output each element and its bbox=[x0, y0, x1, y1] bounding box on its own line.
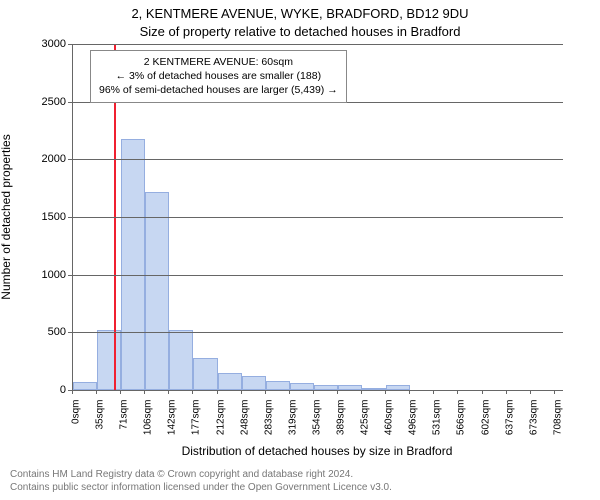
y-tick-label: 2500 bbox=[26, 96, 66, 108]
x-tick-mark bbox=[265, 390, 266, 394]
gridline bbox=[73, 159, 563, 160]
y-tick-label: 3000 bbox=[26, 38, 66, 50]
x-tick-mark bbox=[120, 390, 121, 394]
x-tick-mark bbox=[337, 390, 338, 394]
x-tick-mark bbox=[168, 390, 169, 394]
title-line-1: 2, KENTMERE AVENUE, WYKE, BRADFORD, BD12… bbox=[0, 6, 600, 21]
gridline bbox=[73, 275, 563, 276]
histogram-bar bbox=[145, 192, 169, 390]
gridline bbox=[73, 44, 563, 45]
x-tick-mark bbox=[192, 390, 193, 394]
x-tick-mark bbox=[72, 390, 73, 394]
x-tick-mark bbox=[409, 390, 410, 394]
y-tick-mark bbox=[68, 332, 72, 333]
credits: Contains HM Land Registry data © Crown c… bbox=[10, 469, 392, 494]
x-tick-mark bbox=[482, 390, 483, 394]
histogram-bar bbox=[290, 383, 314, 390]
x-tick-mark bbox=[217, 390, 218, 394]
histogram-bar bbox=[338, 385, 362, 390]
histogram-bar bbox=[386, 385, 410, 390]
y-tick-label: 0 bbox=[26, 384, 66, 396]
histogram-bar bbox=[242, 376, 266, 390]
x-tick-mark bbox=[554, 390, 555, 394]
credits-line-1: Contains HM Land Registry data © Crown c… bbox=[10, 469, 392, 482]
histogram-bar bbox=[193, 358, 217, 390]
y-tick-mark bbox=[68, 102, 72, 103]
y-tick-mark bbox=[68, 217, 72, 218]
x-tick-mark bbox=[506, 390, 507, 394]
y-tick-mark bbox=[68, 44, 72, 45]
histogram-bar bbox=[97, 330, 121, 390]
x-tick-mark bbox=[144, 390, 145, 394]
x-tick-mark bbox=[313, 390, 314, 394]
y-tick-label: 1000 bbox=[26, 269, 66, 281]
annotation-line-1: 2 KENTMERE AVENUE: 60sqm bbox=[99, 55, 338, 69]
y-axis-label: Number of detached properties bbox=[0, 134, 13, 299]
histogram-bar bbox=[169, 330, 193, 390]
annotation-line-3: 96% of semi-detached houses are larger (… bbox=[99, 83, 338, 97]
y-tick-label: 2000 bbox=[26, 153, 66, 165]
annotation-line-2: ← 3% of detached houses are smaller (188… bbox=[99, 69, 338, 83]
histogram-bar bbox=[266, 381, 290, 390]
x-tick-mark bbox=[433, 390, 434, 394]
gridline bbox=[73, 217, 563, 218]
title-line-2: Size of property relative to detached ho… bbox=[0, 24, 600, 39]
histogram-bar bbox=[218, 373, 242, 390]
x-tick-mark bbox=[385, 390, 386, 394]
histogram-bar bbox=[73, 382, 97, 390]
x-tick-mark bbox=[530, 390, 531, 394]
histogram-bar bbox=[362, 388, 386, 390]
x-tick-mark bbox=[361, 390, 362, 394]
x-axis-label: Distribution of detached houses by size … bbox=[72, 444, 562, 458]
histogram-bar bbox=[121, 139, 145, 390]
x-tick-mark bbox=[96, 390, 97, 394]
histogram-bar bbox=[314, 385, 338, 390]
x-tick-mark bbox=[457, 390, 458, 394]
annotation-box: 2 KENTMERE AVENUE: 60sqm ← 3% of detache… bbox=[90, 50, 347, 103]
credits-line-2: Contains public sector information licen… bbox=[10, 482, 392, 495]
y-tick-mark bbox=[68, 159, 72, 160]
y-tick-label: 1500 bbox=[26, 211, 66, 223]
x-tick-mark bbox=[241, 390, 242, 394]
y-tick-label: 500 bbox=[26, 326, 66, 338]
y-tick-mark bbox=[68, 275, 72, 276]
gridline bbox=[73, 332, 563, 333]
x-tick-mark bbox=[289, 390, 290, 394]
